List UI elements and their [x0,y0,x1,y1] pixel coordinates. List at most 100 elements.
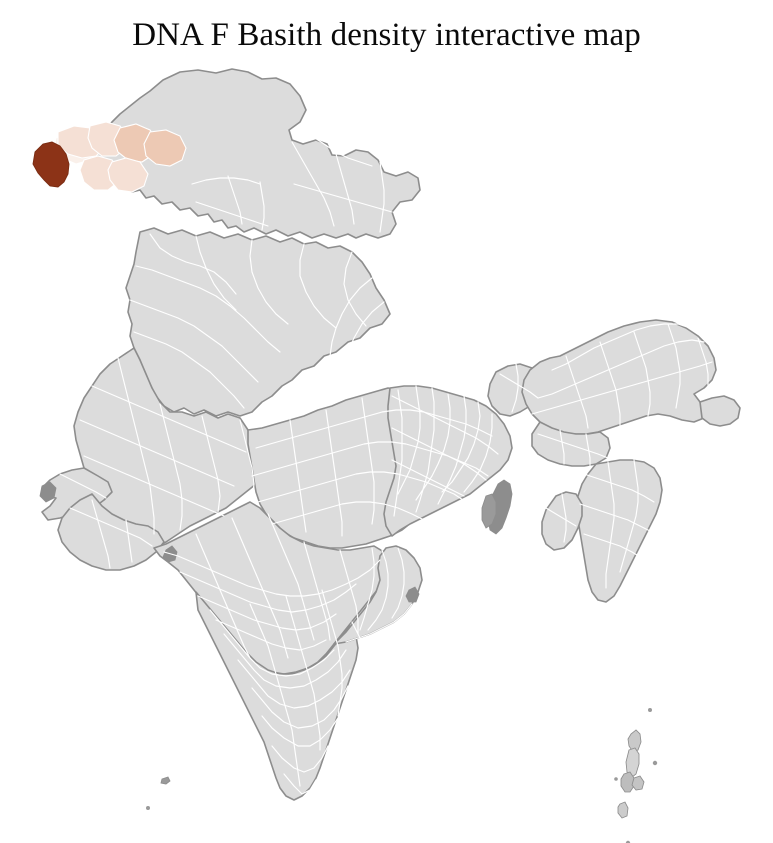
island-middle-andaman[interactable] [625,747,640,779]
district-line-s-7 [283,773,317,795]
district-line-np-4 [299,243,337,329]
district-line-c-5 [289,419,307,533]
district-line-jk-6 [191,177,261,185]
district-line-jk-1 [299,127,373,167]
island-lakshadweep-1[interactable] [160,776,171,785]
district-line-w-saur-1 [69,507,153,547]
highlighted-district-s-2[interactable] [107,157,149,193]
district-line-np-10 [343,301,385,367]
island-south-andaman[interactable] [620,771,635,793]
district-line-c-8 [393,389,403,517]
district-line-d-8 [303,541,331,641]
district-line-s-8 [249,603,301,787]
district-line-w-3 [83,455,225,517]
district-line-d-4 [215,619,327,651]
page-title: DNA F Basith density interactive map [132,17,641,53]
district-line-s-tn-2 [367,549,389,631]
district-line-ne-6 [633,331,651,417]
district-line-meg-1 [537,433,609,459]
district-line-d-10 [359,547,375,631]
highlighted-district-core[interactable] [32,141,70,188]
district-line-meg-3 [585,433,591,467]
state-arunachal-east-tail[interactable] [699,395,741,427]
highlighted-district-s-1[interactable] [79,155,121,191]
district-line-e-3 [391,459,465,497]
island-lakshadweep-2 [146,806,150,810]
district-boundaries-layer [59,127,713,795]
district-line-s-5 [261,715,339,747]
district-kutch[interactable] [41,467,113,521]
district-line-jk-9 [195,201,269,227]
district-line-np-8 [133,331,245,409]
district-line-w-1 [91,385,247,453]
district-saurashtra[interactable] [57,493,165,571]
district-line-nes-5 [619,459,639,573]
district-line-trip-2 [561,493,567,543]
district-line-jk-7 [227,175,243,225]
district-line-e-4 [397,385,421,495]
district-line-s-3 [237,659,351,709]
district-line-jk-4 [379,161,385,233]
island-north-andaman[interactable] [627,729,642,753]
district-line-w-saur-3 [125,519,133,563]
state-group-south[interactable] [195,591,359,801]
district-line-ne-3 [551,323,691,371]
district-line-c-9 [415,387,435,513]
district-line-s-2 [223,633,347,689]
district-line-trip-1 [545,507,577,527]
district-line-s-1 [209,609,335,677]
state-group-northeast[interactable] [521,319,717,435]
district-line-sk-1 [499,373,539,399]
district-line-ne-1 [531,361,713,415]
district-line-s-tn-1 [345,603,413,643]
coastal-delta-shading [39,479,513,603]
district-line-c-1 [255,409,493,449]
district-line-np-1 [149,233,237,295]
district-line-w-5 [159,403,183,531]
district-line-np-9 [329,277,373,357]
district-line-s-11 [351,621,377,665]
district-line-d-5 [195,533,251,659]
island-andaman-small-1[interactable] [631,775,645,791]
highlighted-districts-layer[interactable] [32,121,187,193]
district-line-c-6 [325,409,343,537]
district-line-np-6 [135,265,281,353]
district-line-jk-3 [335,153,355,225]
state-meghalaya[interactable] [531,421,611,467]
coast-kutch-tip [39,481,57,503]
district-line-w-6 [201,415,221,513]
district-line-s-tn-3 [391,547,405,619]
islands-layer [146,708,658,843]
district-line-w-2 [79,419,235,487]
district-line-np-7 [129,299,259,383]
district-line-jk-2 [291,141,335,227]
district-line-c-4 [271,501,425,525]
district-line-w-4 [117,357,155,535]
india-choropleth-map[interactable] [0,56,773,843]
island-dot-3 [614,777,618,781]
map-canvas[interactable] [0,56,773,843]
district-line-e-5 [415,393,451,501]
district-line-d-7 [267,513,315,641]
district-line-d-3 [197,595,337,631]
district-line-np-3 [249,239,289,325]
district-line-jk-5 [293,183,393,213]
district-line-ne-2 [537,339,705,399]
coast-tn-shade [405,586,420,603]
district-line-w-kutch [59,473,107,499]
district-line-e-2 [391,427,487,481]
district-line-np-5 [343,251,367,327]
highlighted-district-ne-2[interactable] [143,129,187,167]
district-line-d-9 [339,549,359,635]
district-line-nes-1 [583,473,655,503]
district-line-w-saur-2 [91,499,111,569]
state-group-east[interactable] [383,385,513,537]
district-line-s-10 [321,589,343,717]
island-little-andaman[interactable] [617,801,629,819]
district-line-meg-2 [559,429,565,465]
island-dot-2 [652,760,658,766]
district-line-d-6 [231,517,289,659]
state-tripura[interactable] [541,491,583,551]
district-line-sk-2 [511,363,519,413]
